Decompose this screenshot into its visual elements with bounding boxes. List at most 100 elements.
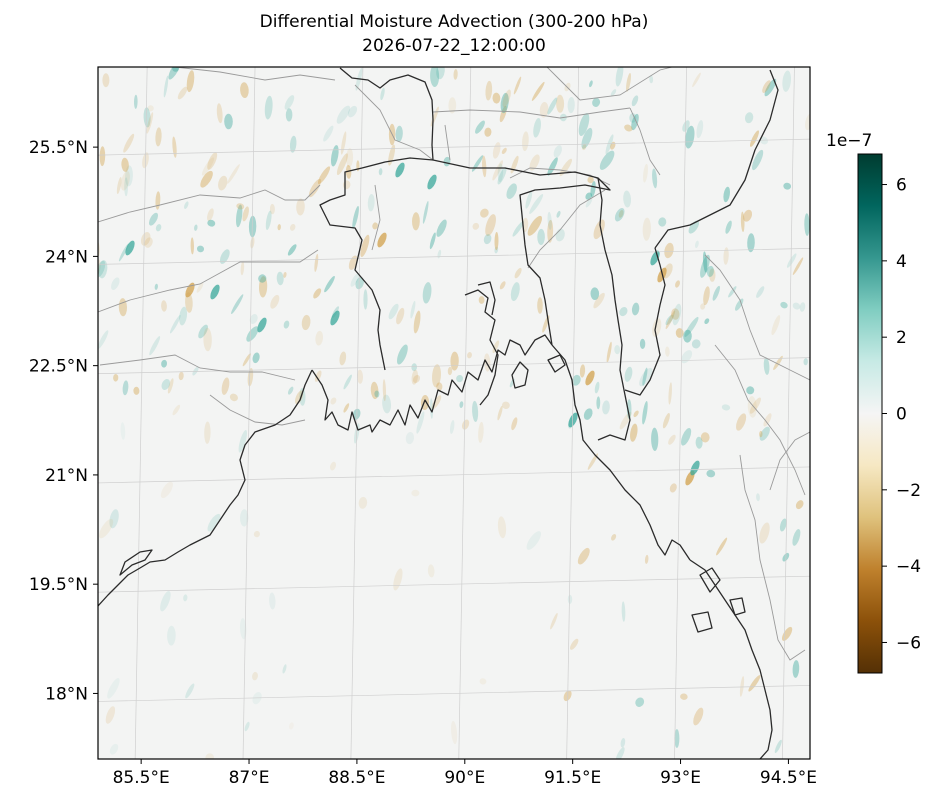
field-streak <box>590 181 596 198</box>
field-streak <box>343 374 352 390</box>
field-streak <box>483 234 492 245</box>
field-streak <box>592 97 601 107</box>
field-streak <box>803 358 808 366</box>
field-streak <box>185 683 195 699</box>
lon-tick-label: 94.5°E <box>760 768 817 788</box>
field-streak <box>411 489 420 497</box>
field-streak <box>427 564 435 578</box>
lat-tick-label: 24°N <box>45 247 88 267</box>
field-streak <box>216 103 223 124</box>
field-streak <box>571 374 581 386</box>
parallel-line <box>98 685 810 702</box>
field-streak <box>668 382 672 405</box>
field-streak <box>422 201 429 224</box>
field-streak <box>239 618 247 640</box>
colorbar-tick-label: −4 <box>896 557 921 577</box>
field-streak <box>614 345 621 355</box>
border-line <box>629 107 661 176</box>
field-streak <box>618 210 624 218</box>
field-streak <box>242 353 251 367</box>
field-streak <box>382 379 387 402</box>
field-streak <box>579 364 586 378</box>
field-streak <box>472 400 479 422</box>
border-line <box>432 107 631 119</box>
field-streak <box>525 191 533 209</box>
field-streak <box>161 359 168 368</box>
field-streak <box>405 432 415 445</box>
field-streak <box>680 693 688 700</box>
field-streak <box>270 294 280 309</box>
field-streak <box>323 125 334 142</box>
parallel-line <box>98 466 810 484</box>
field-streak <box>99 518 114 539</box>
field-streak <box>479 678 487 685</box>
field-streak <box>631 113 639 131</box>
field-streak <box>594 381 600 394</box>
field-streak <box>143 107 151 128</box>
island <box>691 611 713 633</box>
field-streak <box>122 380 129 396</box>
field-streak <box>583 408 593 420</box>
field-streak <box>706 469 716 478</box>
lon-tick-label: 90°E <box>444 768 485 788</box>
border-line <box>339 67 611 346</box>
field-streak <box>585 192 593 200</box>
meridian-line <box>134 67 148 759</box>
field-streak <box>529 154 540 171</box>
field-streak <box>436 219 447 237</box>
field-streak <box>725 220 732 234</box>
field-streak <box>109 743 119 755</box>
field-streak <box>615 747 625 759</box>
field-streak <box>728 286 737 298</box>
field-streak <box>619 307 628 317</box>
field-streak <box>186 70 195 93</box>
field-streak <box>511 417 518 431</box>
field-streak <box>178 371 184 381</box>
field-streak <box>289 135 297 153</box>
field-streak <box>412 374 421 384</box>
field-streak <box>430 67 440 87</box>
field-streak <box>501 147 507 154</box>
field-streak <box>167 625 176 646</box>
field-streak <box>748 675 761 692</box>
field-cell <box>585 370 595 386</box>
border-line <box>354 84 434 161</box>
field-streak <box>155 224 162 232</box>
field-streak <box>485 80 493 101</box>
field-streak <box>437 249 442 259</box>
field-streak <box>556 94 565 113</box>
field-streak <box>652 318 662 337</box>
field-streak <box>343 403 350 413</box>
field-streak <box>111 277 120 290</box>
latitude-labels: 25.5°N 24°N 22.5°N 21°N 19.5°N 18°N <box>29 138 98 704</box>
field-streak <box>684 316 699 337</box>
field-streak <box>374 390 380 398</box>
field-streak <box>693 707 704 726</box>
field-streak <box>624 124 633 132</box>
field-streak <box>577 547 590 565</box>
field-streak <box>388 144 396 166</box>
field-streak <box>336 105 351 124</box>
field-streak <box>287 386 294 395</box>
field-streak <box>219 249 230 264</box>
field-streak <box>547 219 554 243</box>
field-streak <box>133 94 138 109</box>
field-streak <box>700 254 710 278</box>
field-streak <box>411 363 418 372</box>
field-streak <box>631 95 639 107</box>
field-streak <box>252 671 258 681</box>
field-streak <box>629 113 637 123</box>
meridian-line <box>782 67 795 759</box>
field-streak <box>585 197 593 208</box>
field-streak <box>480 208 489 218</box>
border-line <box>769 431 810 491</box>
field-streak <box>799 302 806 312</box>
field-streak <box>764 78 777 97</box>
field-streak <box>649 75 654 84</box>
map-background <box>98 67 810 759</box>
field-streak <box>739 676 745 697</box>
field-streak <box>703 286 710 306</box>
field-streak <box>497 516 507 539</box>
field-streak <box>762 80 771 93</box>
field-streak <box>570 638 579 650</box>
